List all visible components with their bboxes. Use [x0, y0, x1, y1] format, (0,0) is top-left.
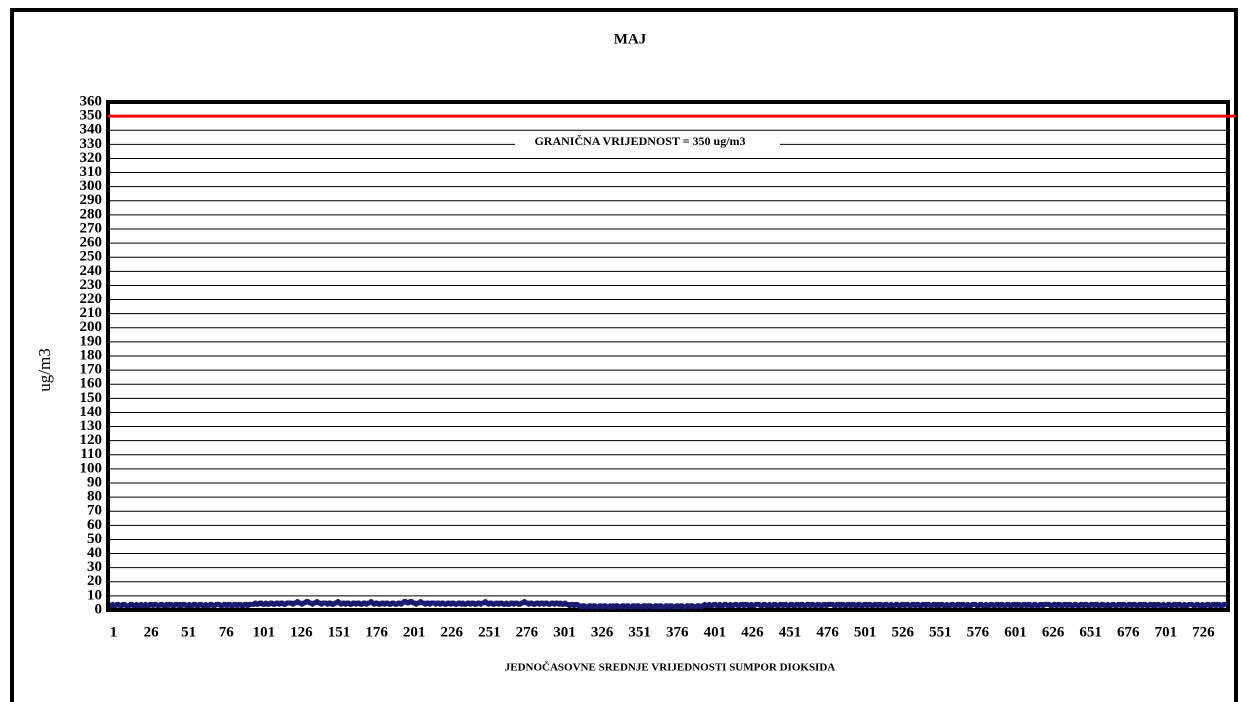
y-tick-label: 260: [80, 235, 103, 251]
y-tick-label: 230: [80, 277, 103, 293]
x-tick-label: 701: [1155, 624, 1178, 640]
y-tick-label: 80: [87, 489, 102, 505]
y-tick-label: 300: [80, 178, 103, 194]
x-tick-label: 176: [365, 624, 388, 640]
x-tick-label: 526: [892, 624, 915, 640]
y-tick-label: 190: [80, 333, 103, 349]
frame: [10, 8, 1238, 702]
y-tick-label: 250: [80, 249, 103, 265]
data-line: [108, 599, 1229, 610]
y-tick-label: 0: [95, 601, 103, 617]
y-tick-label: 140: [80, 404, 103, 420]
threshold-label-bg: [515, 134, 780, 150]
x-tick-label: 626: [1042, 624, 1065, 640]
y-tick-label: 130: [80, 418, 103, 434]
y-tick-label: 180: [80, 347, 103, 363]
y-tick-label: 50: [87, 531, 102, 547]
x-tick-label: 1: [110, 624, 118, 640]
y-tick-label: 110: [80, 446, 102, 462]
x-tick-label: 326: [591, 624, 614, 640]
y-tick-label: 120: [80, 432, 103, 448]
x-tick-label: 126: [290, 624, 313, 640]
x-tick-label: 726: [1192, 624, 1215, 640]
y-tick-label: 360: [80, 93, 103, 109]
y-tick-label: 340: [80, 122, 103, 138]
x-tick-label: 301: [553, 624, 576, 640]
x-tick-label: 376: [666, 624, 689, 640]
chart-title: MAJ: [614, 31, 647, 47]
x-tick-label: 451: [779, 624, 802, 640]
y-tick-label: 70: [87, 503, 102, 519]
y-tick-label: 20: [87, 573, 102, 589]
y-tick-label: 30: [87, 559, 102, 575]
y-tick-label: 280: [80, 206, 103, 222]
y-tick-label: 330: [80, 136, 103, 152]
y-tick-label: 150: [80, 390, 103, 406]
x-tick-label: 676: [1117, 624, 1140, 640]
y-tick-label: 160: [80, 376, 103, 392]
y-tick-label: 10: [87, 587, 102, 603]
x-tick-label: 351: [628, 624, 651, 640]
y-tick-label: 310: [80, 164, 103, 180]
y-tick-label: 90: [87, 474, 102, 490]
x-tick-label: 26: [144, 624, 160, 640]
x-tick-label: 76: [219, 624, 235, 640]
y-tick-label: 100: [80, 460, 103, 476]
x-tick-label: 476: [816, 624, 839, 640]
y-tick-label: 350: [80, 108, 103, 124]
x-tick-label: 226: [441, 624, 464, 640]
y-tick-label: 40: [87, 545, 102, 561]
x-tick-label: 601: [1004, 624, 1027, 640]
x-tick-label: 551: [929, 624, 952, 640]
x-tick-label: 276: [516, 624, 539, 640]
x-tick-label: 426: [741, 624, 764, 640]
y-axis-label: ug/m3: [35, 348, 54, 391]
x-tick-label: 51: [181, 624, 196, 640]
x-tick-label: 101: [253, 624, 276, 640]
y-tick-label: 60: [87, 517, 102, 533]
x-tick-label: 401: [704, 624, 727, 640]
x-axis-label: JEDNOČASOVNE SREDNJE VRIJEDNOSTI SUMPOR …: [505, 661, 836, 674]
x-tick-label: 576: [967, 624, 990, 640]
y-tick-label: 320: [80, 150, 103, 166]
threshold-label: GRANIČNA VRIJEDNOST = 350 ug/m3: [534, 134, 745, 148]
x-tick-label: 151: [328, 624, 351, 640]
plot-border: [106, 100, 1230, 612]
y-tick-label: 200: [80, 319, 103, 335]
y-tick-label: 170: [80, 362, 103, 378]
y-tick-label: 210: [80, 305, 103, 321]
x-tick-label: 651: [1079, 624, 1102, 640]
y-tick-label: 290: [80, 192, 103, 208]
y-tick-label: 240: [80, 263, 103, 279]
x-tick-label: 251: [478, 624, 501, 640]
y-tick-label: 270: [80, 220, 103, 236]
y-tick-label: 220: [80, 291, 103, 307]
x-tick-label: 201: [403, 624, 426, 640]
x-tick-label: 501: [854, 624, 877, 640]
